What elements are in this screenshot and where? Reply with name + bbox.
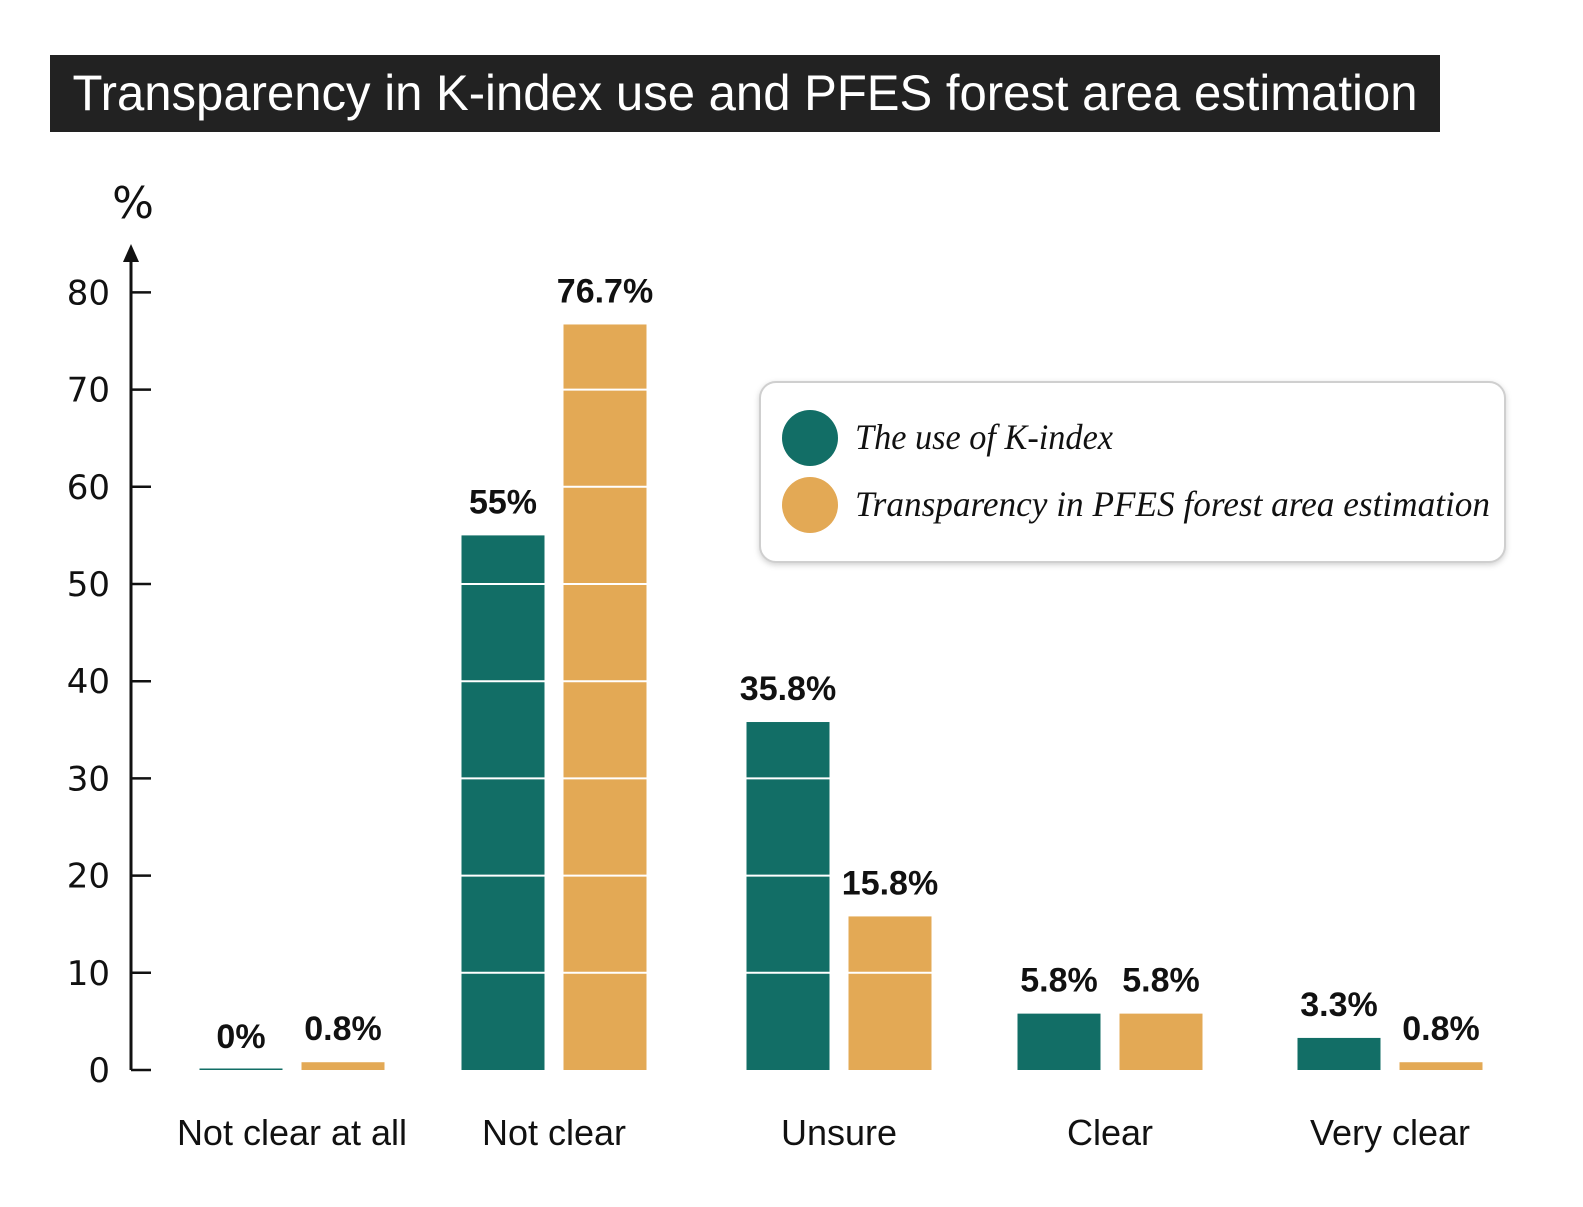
bar-pfes-0 [301, 1062, 385, 1070]
y-axis-arrowhead [123, 244, 139, 262]
bar-k-index-4 [1297, 1037, 1381, 1070]
bars-layer [199, 324, 1483, 1070]
y-axis: 0 10 20 30 40 50 60 70 80 [67, 244, 151, 1091]
value-label-pfes-1: 76.7% [557, 272, 653, 310]
y-tick-label-40: 40 [67, 662, 110, 702]
y-tick-label-80: 80 [67, 273, 110, 313]
bar-k-index-1 [461, 535, 545, 1070]
y-tick-label-30: 30 [67, 759, 110, 799]
bar-k-index-2 [746, 722, 830, 1070]
value-label-k-index-2: 35.8% [740, 670, 836, 708]
category-label-0: Not clear at all [177, 1112, 407, 1153]
value-label-k-index-1: 55% [469, 483, 537, 521]
value-label-pfes-2: 15.8% [842, 864, 938, 902]
legend-swatch-pfes [782, 477, 838, 533]
value-label-pfes-4: 0.8% [1402, 1010, 1480, 1048]
category-label-3: Clear [1067, 1112, 1153, 1153]
legend-label-pfes: Transparency in PFES forest area estimat… [855, 484, 1490, 524]
y-tick-label-50: 50 [67, 565, 110, 605]
value-label-pfes-3: 5.8% [1122, 962, 1200, 1000]
value-label-k-index-4: 3.3% [1300, 986, 1378, 1024]
category-label-1: Not clear [482, 1112, 626, 1153]
bar-k-index-0 [199, 1068, 283, 1070]
labels-layer: 0% 55% 35.8% 5.8% 3.3% 0.8% 76.7% 15.8% 5.8% 0.8%… [177, 272, 1480, 1153]
value-label-pfes-0: 0.8% [304, 1010, 382, 1048]
y-axis-unit-label: % [112, 178, 154, 229]
legend-swatch-k-index [782, 410, 838, 466]
bar-pfes-3 [1119, 1013, 1203, 1070]
y-tick-label-20: 20 [67, 857, 110, 897]
category-label-2: Unsure [781, 1112, 897, 1153]
y-tick-label-10: 10 [67, 954, 110, 994]
y-tick-label-60: 60 [67, 468, 110, 508]
y-tick-label-70: 70 [67, 371, 110, 411]
category-label-4: Very clear [1310, 1112, 1470, 1153]
value-label-k-index-0: 0% [216, 1018, 265, 1056]
bar-k-index-3 [1017, 1013, 1101, 1070]
legend: The use of K-index Transparency in PFES … [759, 381, 1506, 563]
legend-box [759, 381, 1506, 563]
y-tick-label-0: 0 [88, 1051, 110, 1091]
value-label-k-index-3: 5.8% [1020, 962, 1098, 1000]
bar-pfes-2 [848, 916, 932, 1070]
title-background [50, 55, 1440, 132]
bar-pfes-4 [1399, 1062, 1483, 1070]
chart-title: Transparency in K-index use and PFES for… [50, 55, 1440, 132]
legend-label-k-index: The use of K-index [855, 417, 1113, 457]
chart-title-text: Transparency in K-index use and PFES for… [73, 65, 1418, 121]
bar-pfes-1 [563, 324, 647, 1070]
